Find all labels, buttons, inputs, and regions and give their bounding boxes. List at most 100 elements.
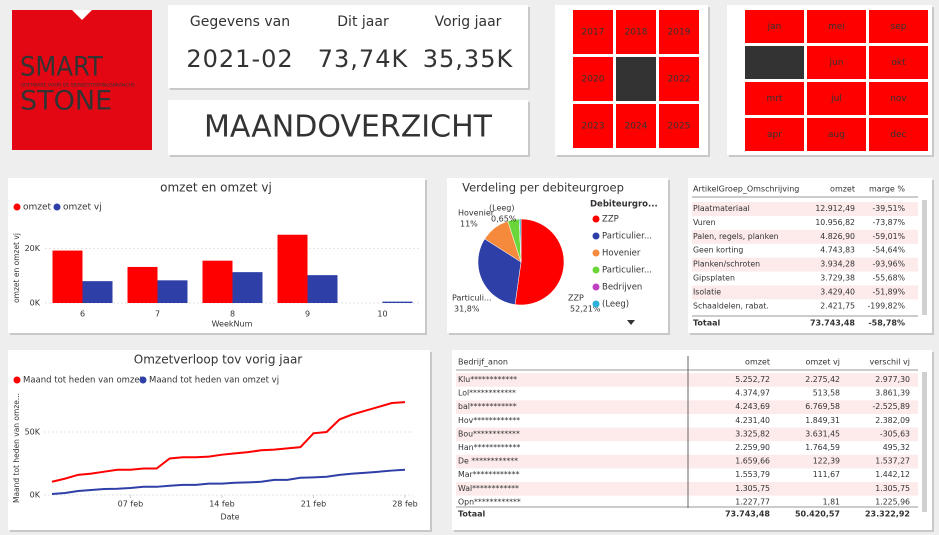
scroll-arrow[interactable]: [627, 320, 635, 325]
legend-marker: [592, 266, 600, 274]
table-cell: -59,01%: [872, 232, 905, 241]
table-cell: 3.429,40: [820, 287, 855, 296]
table-cell: 2.977,30: [875, 375, 910, 384]
table-cell: Isolatie: [693, 287, 721, 296]
legend-label: omzet vj: [63, 203, 102, 213]
x-tick-label: 07 feb: [118, 500, 144, 509]
table-cell: -54,64%: [872, 246, 905, 255]
row-band: [456, 454, 918, 469]
slicer-label: feb: [767, 58, 782, 68]
slicer-item[interactable]: [745, 118, 804, 151]
table-header: Bedrijf_anon: [458, 358, 508, 367]
y-tick-label: 0K: [30, 491, 41, 500]
table-cell: 4.243,69: [735, 402, 770, 411]
y-tick-label: 0K: [30, 299, 41, 308]
table-cell: 1.305,75: [875, 484, 910, 493]
row-band: [692, 229, 918, 244]
slicer-label: 2019: [668, 28, 691, 38]
table-cell: -93,96%: [872, 260, 905, 269]
bar: [382, 301, 413, 303]
table-cell: 1,81: [823, 497, 840, 506]
bar: [157, 280, 188, 303]
scrollbar[interactable]: [922, 372, 927, 512]
data-label-name: (Leeg): [489, 204, 514, 213]
table-cell: -55,68%: [872, 274, 905, 283]
table-total: 73.743,48: [810, 319, 855, 328]
panel: [8, 350, 430, 530]
legend-title: Debiteurgro...: [590, 200, 658, 210]
x-tick-label: 7: [155, 310, 160, 319]
slicer-label: 2023: [582, 122, 605, 132]
x-tick-label: 21 feb: [301, 500, 327, 509]
table-cell: 495,32: [883, 443, 910, 452]
slicer-item[interactable]: [573, 10, 613, 54]
table-cell: 1.442,12: [875, 470, 910, 479]
slicer-item[interactable]: [807, 82, 866, 115]
slicer-item[interactable]: [869, 118, 928, 151]
slicer-item[interactable]: [807, 10, 866, 43]
slicer-item[interactable]: [807, 46, 866, 79]
x-axis-label: Date: [220, 513, 239, 522]
slicer-item[interactable]: [659, 10, 699, 54]
legend-label: Maand tot heden van omzet: [23, 376, 144, 386]
slicer-item[interactable]: [616, 104, 656, 148]
line-series: [51, 401, 406, 483]
chart-title: Verdeling per debiteurgroep: [462, 181, 624, 195]
card-label: Dit jaar: [337, 14, 389, 30]
data-label: 0,65%: [491, 215, 517, 224]
table-cell: Bou************: [458, 429, 520, 438]
table-cell: 111,67: [813, 470, 840, 479]
table-total: 73.743,48: [725, 510, 770, 519]
panel: [168, 100, 528, 155]
x-tick-label: 28 feb: [392, 500, 418, 509]
slicer-item[interactable]: [616, 10, 656, 54]
row-band: [692, 202, 918, 216]
slicer-item[interactable]: [745, 10, 804, 43]
table-cell: bal************: [458, 402, 517, 411]
table-cell: 1.537,27: [875, 457, 910, 466]
slicer-item[interactable]: [869, 46, 928, 79]
bar: [232, 272, 263, 303]
slicer-item[interactable]: [573, 57, 613, 101]
slicer-item[interactable]: [659, 104, 699, 148]
slicer-label: 2018: [625, 28, 648, 38]
slicer-item[interactable]: [745, 46, 804, 79]
table-cell: Opn************: [458, 497, 521, 506]
x-tick-label: 9: [305, 310, 310, 319]
chart-title: Omzetverloop tov vorig jaar: [134, 353, 303, 367]
table-cell: -305,63: [880, 429, 910, 438]
panel: [168, 5, 528, 88]
legend-label: Hovenier: [602, 249, 641, 259]
bar: [127, 266, 158, 303]
table-cell: -73,87%: [872, 218, 905, 227]
data-label-name: Particuli...: [452, 294, 492, 303]
legend-label: Maand tot heden van omzet vj: [149, 376, 279, 386]
legend-marker: [592, 215, 600, 223]
scrollbar[interactable]: [922, 200, 927, 315]
slicer-item[interactable]: [869, 10, 928, 43]
slicer-item[interactable]: [616, 57, 656, 101]
slicer-item[interactable]: [807, 118, 866, 151]
slicer-label: jun: [829, 58, 844, 68]
legend-label: omzet: [23, 203, 52, 213]
page-title: MAANDOVERZICHT: [204, 110, 493, 145]
row-band: [456, 400, 918, 414]
slicer-item[interactable]: [745, 82, 804, 115]
table-cell: De ************: [458, 457, 518, 466]
slicer-item[interactable]: [869, 82, 928, 115]
slicer-item[interactable]: [573, 104, 613, 148]
pie-slice: [518, 218, 522, 263]
table-cell: 2.275,42: [805, 375, 840, 384]
table-cell: -51,89%: [872, 287, 905, 296]
card-value: 35,35K: [423, 45, 514, 73]
slicer-label: 2024: [625, 122, 648, 132]
slicer-label: aug: [828, 130, 845, 140]
table-cell: 3.861,39: [875, 389, 910, 398]
table-cell: 2.259,90: [735, 443, 770, 452]
table-cell: 12.912,49: [815, 204, 855, 213]
slicer-label: 2022: [668, 75, 691, 85]
card-label: Gegevens van: [190, 14, 290, 30]
bar: [52, 250, 83, 303]
slicer-item[interactable]: [659, 57, 699, 101]
legend-label: Bedrijven: [602, 283, 642, 293]
